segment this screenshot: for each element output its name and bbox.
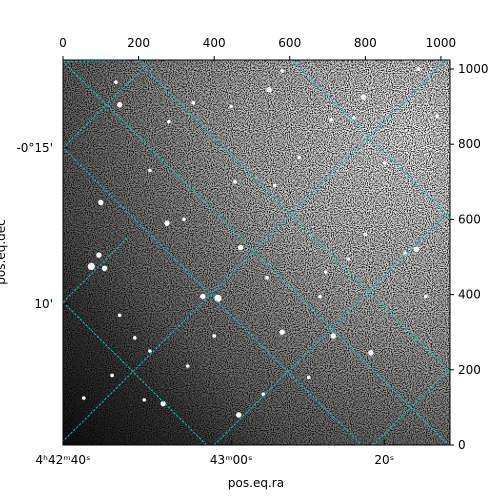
plot-frame	[62, 59, 451, 446]
star	[164, 220, 170, 226]
ra-axis: 4ʰ42ᵐ40ˢ 43ᵐ00ˢ 20ˢ	[36, 440, 394, 467]
star	[318, 294, 322, 299]
star	[306, 375, 311, 380]
star	[98, 199, 104, 206]
top-tick-label: 800	[354, 36, 377, 50]
star	[236, 412, 242, 418]
star	[360, 94, 367, 100]
star	[272, 183, 277, 188]
star	[117, 313, 122, 318]
ra-tick-label: 43ᵐ00ˢ	[210, 453, 253, 467]
right-tick-label: 0	[458, 438, 466, 452]
star	[279, 329, 285, 335]
star	[96, 252, 102, 258]
star	[265, 275, 269, 280]
dec-tick-label: -0°15'	[16, 141, 53, 155]
star	[110, 373, 114, 378]
ra-grid-line	[372, 367, 450, 445]
star	[416, 67, 421, 71]
top-tick-label: 400	[203, 36, 226, 50]
star	[233, 180, 237, 184]
star	[352, 116, 356, 120]
star	[212, 334, 216, 338]
star	[382, 161, 387, 165]
y-axis-title: pos.eq.dec	[0, 219, 8, 284]
right-tick-label: 600	[458, 212, 481, 226]
star	[261, 392, 266, 397]
star	[200, 293, 206, 300]
right-tick-label: 400	[458, 288, 481, 302]
star	[363, 232, 368, 237]
right-tick-label: 800	[458, 137, 481, 151]
ra-tick-label: 20ˢ	[374, 453, 394, 467]
star	[81, 396, 86, 400]
star	[214, 294, 222, 302]
star	[435, 114, 439, 118]
ra-grid-line	[213, 210, 450, 445]
star	[424, 294, 428, 299]
star	[182, 217, 186, 222]
dec-grid-line	[136, 60, 450, 373]
star	[101, 265, 108, 271]
dec-grid-line	[291, 60, 450, 218]
star-field	[81, 67, 439, 418]
right-pixel-axis: 0 200 400 600 800 1000	[450, 62, 489, 452]
ra-grid-line	[63, 60, 450, 445]
star	[148, 168, 152, 173]
star	[191, 101, 196, 105]
star	[229, 104, 233, 109]
dec-grid-line	[63, 301, 207, 445]
star	[87, 262, 95, 271]
star	[148, 349, 152, 353]
star	[329, 117, 334, 122]
star	[368, 350, 374, 356]
star	[403, 251, 407, 256]
star	[167, 119, 171, 124]
sky-image	[63, 60, 450, 445]
right-tick-label: 200	[458, 363, 481, 377]
dec-axis: -0°15' 10'	[16, 141, 68, 311]
top-tick-label: 200	[127, 36, 150, 50]
top-tick-label: 600	[278, 36, 301, 50]
star	[160, 400, 166, 407]
star	[280, 69, 284, 73]
star	[297, 155, 302, 160]
star	[330, 333, 336, 339]
dec-tick-label: 10'	[34, 297, 53, 311]
dec-grid-line	[63, 236, 130, 303]
star	[413, 246, 420, 253]
star	[346, 257, 351, 261]
dec-grid-line	[63, 147, 362, 445]
star	[323, 270, 328, 274]
star	[133, 336, 137, 340]
x-axis-title: pos.eq.ra	[228, 476, 284, 490]
top-tick-label: 1000	[426, 36, 457, 50]
star	[114, 80, 118, 84]
top-tick-label: 0	[59, 36, 67, 50]
coordinate-grid	[63, 60, 450, 445]
top-pixel-axis: 0 200 400 600 800 1000	[59, 36, 456, 60]
star	[116, 102, 123, 108]
star	[266, 87, 272, 93]
star	[237, 244, 244, 251]
right-tick-label: 1000	[458, 62, 489, 76]
ra-tick-label: 4ʰ42ᵐ40ˢ	[36, 453, 91, 467]
star	[142, 398, 147, 402]
star	[185, 364, 190, 368]
dec-grid-line	[63, 60, 152, 149]
